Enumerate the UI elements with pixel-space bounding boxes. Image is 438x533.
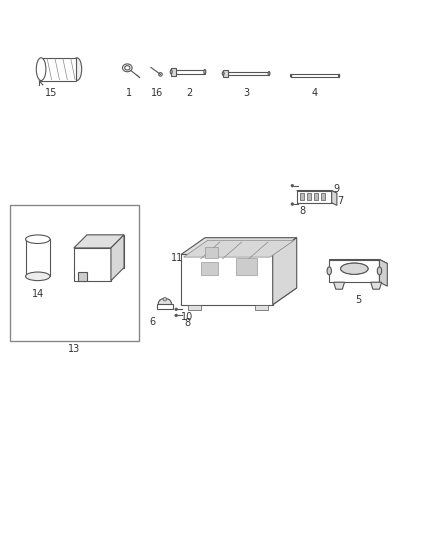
- Circle shape: [175, 308, 177, 311]
- Ellipse shape: [268, 71, 270, 76]
- Polygon shape: [74, 248, 111, 281]
- Polygon shape: [379, 260, 387, 286]
- Ellipse shape: [222, 72, 224, 75]
- Bar: [300, 193, 304, 200]
- Bar: [227, 71, 269, 76]
- Circle shape: [159, 72, 162, 76]
- Polygon shape: [181, 254, 273, 305]
- Text: 16: 16: [151, 88, 163, 99]
- Text: 3: 3: [244, 88, 250, 99]
- Text: 15: 15: [45, 88, 57, 99]
- Ellipse shape: [25, 235, 50, 244]
- Text: 13: 13: [68, 344, 80, 354]
- Text: 14: 14: [32, 289, 44, 299]
- Text: 8: 8: [299, 206, 305, 216]
- Ellipse shape: [125, 66, 130, 70]
- Circle shape: [291, 184, 293, 187]
- Ellipse shape: [340, 263, 368, 274]
- Bar: [321, 193, 325, 200]
- Bar: [236, 258, 258, 275]
- Polygon shape: [87, 235, 124, 268]
- Polygon shape: [334, 282, 345, 289]
- Text: 7: 7: [337, 196, 343, 206]
- Bar: [205, 247, 218, 258]
- Polygon shape: [273, 238, 297, 305]
- Bar: [201, 262, 218, 275]
- Bar: [255, 305, 268, 310]
- Bar: [314, 193, 318, 200]
- Circle shape: [175, 314, 177, 317]
- Ellipse shape: [204, 70, 206, 74]
- Text: 2: 2: [186, 88, 192, 99]
- Text: 5: 5: [356, 295, 362, 305]
- Text: 6: 6: [149, 317, 155, 327]
- Polygon shape: [332, 190, 337, 205]
- Polygon shape: [329, 260, 379, 282]
- Text: 11: 11: [171, 253, 184, 263]
- Ellipse shape: [327, 267, 332, 275]
- Text: 1: 1: [126, 88, 132, 99]
- Polygon shape: [74, 235, 124, 248]
- Text: 4: 4: [312, 88, 318, 99]
- Polygon shape: [297, 190, 337, 193]
- Bar: [307, 193, 311, 200]
- Polygon shape: [181, 238, 297, 254]
- Ellipse shape: [158, 298, 171, 309]
- Polygon shape: [297, 190, 332, 203]
- Polygon shape: [181, 288, 297, 305]
- Bar: [223, 70, 227, 77]
- Ellipse shape: [123, 64, 132, 72]
- Polygon shape: [184, 240, 294, 257]
- Ellipse shape: [377, 267, 381, 275]
- Bar: [11, 205, 139, 341]
- Text: 10: 10: [181, 312, 194, 322]
- Bar: [171, 68, 177, 76]
- Ellipse shape: [290, 75, 292, 77]
- Polygon shape: [111, 235, 124, 281]
- Ellipse shape: [36, 58, 46, 80]
- Text: 8: 8: [184, 318, 191, 328]
- Bar: [157, 304, 173, 309]
- Ellipse shape: [170, 70, 172, 74]
- Polygon shape: [78, 272, 87, 281]
- Circle shape: [291, 203, 293, 205]
- Polygon shape: [371, 282, 381, 289]
- Text: 9: 9: [334, 184, 340, 195]
- Bar: [177, 70, 205, 74]
- Ellipse shape: [72, 58, 81, 80]
- Circle shape: [163, 297, 166, 301]
- Bar: [187, 305, 201, 310]
- Polygon shape: [329, 260, 387, 263]
- Bar: [40, 58, 77, 80]
- Bar: [25, 239, 50, 276]
- Ellipse shape: [25, 272, 50, 280]
- Bar: [291, 75, 339, 77]
